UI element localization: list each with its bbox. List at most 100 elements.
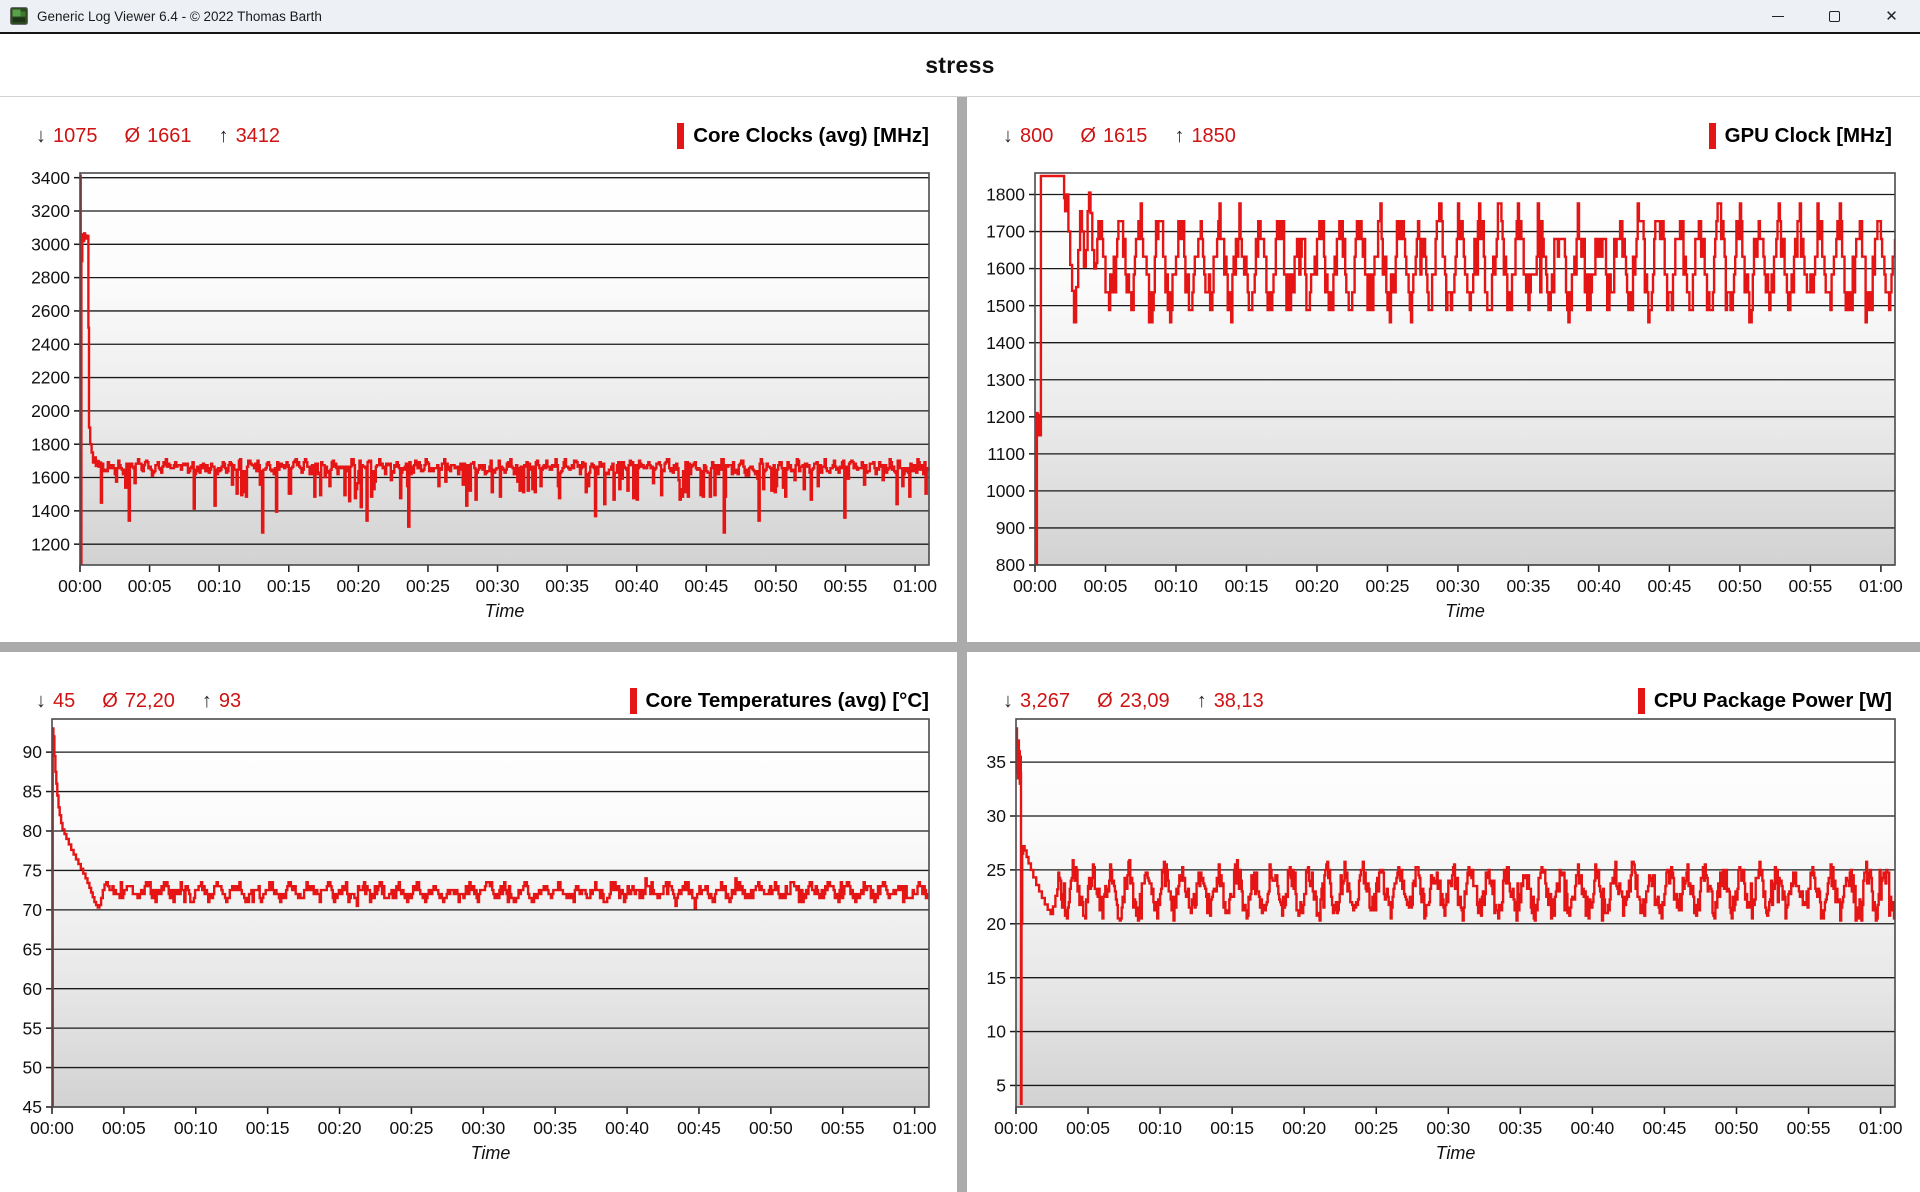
stat-min: ↓ 800 <box>1003 124 1054 147</box>
svg-text:00:00: 00:00 <box>994 1118 1038 1138</box>
svg-text:70: 70 <box>23 900 43 920</box>
svg-text:1400: 1400 <box>986 333 1025 353</box>
log-title: stress <box>925 51 995 78</box>
svg-text:2800: 2800 <box>31 268 70 288</box>
svg-text:20: 20 <box>987 914 1007 934</box>
svg-text:00:50: 00:50 <box>749 1118 793 1138</box>
svg-text:01:00: 01:00 <box>893 1118 937 1138</box>
svg-text:00:05: 00:05 <box>1084 576 1128 596</box>
svg-text:00:35: 00:35 <box>533 1118 577 1138</box>
stat-max: ↑ 38,13 <box>1196 689 1264 712</box>
svg-text:00:30: 00:30 <box>476 576 520 596</box>
svg-text:00:15: 00:15 <box>1210 1118 1254 1138</box>
window-titlebar[interactable]: Generic Log Viewer 6.4 - © 2022 Thomas B… <box>0 0 1920 34</box>
min-arrow-icon: ↓ <box>36 124 46 147</box>
svg-text:1500: 1500 <box>986 296 1025 316</box>
svg-text:00:25: 00:25 <box>1366 576 1410 596</box>
stats-cpu-package-power: ↓ 3,267 Ø 23,09 ↑ 38,13 <box>1003 690 1264 713</box>
minimize-button[interactable] <box>1749 0 1806 32</box>
chart-grid: 3400 3200 3000 2800 2600 2400 2200 2000 1800 1600… <box>0 96 1920 1192</box>
window-controls: ✕ <box>1749 0 1920 32</box>
svg-text:2000: 2000 <box>31 401 70 421</box>
svg-text:00:05: 00:05 <box>1066 1118 1110 1138</box>
svg-text:45: 45 <box>23 1097 42 1117</box>
svg-text:1200: 1200 <box>986 407 1025 427</box>
svg-text:3200: 3200 <box>31 201 70 221</box>
svg-text:00:50: 00:50 <box>1718 576 1762 596</box>
legend-color-bar <box>1637 688 1645 714</box>
svg-text:00:25: 00:25 <box>406 576 450 596</box>
svg-text:50: 50 <box>23 1058 43 1078</box>
svg-text:1800: 1800 <box>31 434 70 454</box>
legend-color-bar <box>677 123 685 149</box>
svg-text:00:25: 00:25 <box>1354 1118 1398 1138</box>
svg-text:00:30: 00:30 <box>1436 576 1480 596</box>
svg-text:85: 85 <box>23 782 42 802</box>
svg-text:00:25: 00:25 <box>390 1118 434 1138</box>
chart-head-cpu-package-power: ↓ 3,267 Ø 23,09 ↑ 38,13 CPU Package Power [… <box>1003 688 1892 714</box>
log-header: stress <box>0 34 1920 96</box>
stat-min: ↓ 3,267 <box>1003 689 1071 712</box>
minimize-icon <box>1771 15 1784 17</box>
svg-text:00:20: 00:20 <box>1282 1118 1326 1138</box>
svg-text:00:40: 00:40 <box>1570 1118 1614 1138</box>
close-icon: ✕ <box>1885 7 1898 25</box>
chart-head-gpu-clock: ↓ 800 Ø 1615 ↑ 1850 GPU Clock [MHz] <box>1003 123 1892 149</box>
svg-text:01:00: 01:00 <box>893 576 937 596</box>
chart-title-cpu-package-power: CPU Package Power [W] <box>1637 688 1892 714</box>
svg-text:1200: 1200 <box>31 534 70 554</box>
svg-text:00:20: 00:20 <box>336 576 380 596</box>
svg-text:00:10: 00:10 <box>1154 576 1198 596</box>
svg-text:30: 30 <box>987 806 1007 826</box>
svg-text:60: 60 <box>23 979 43 999</box>
svg-text:00:45: 00:45 <box>684 576 728 596</box>
plot-gpu-clock[interactable]: 1800 1700 1600 1500 1400 1300 1200 1100 1000 900 8… <box>967 97 1920 642</box>
maximize-icon <box>1829 10 1840 22</box>
svg-text:00:20: 00:20 <box>318 1118 362 1138</box>
svg-text:00:55: 00:55 <box>1787 1118 1831 1138</box>
plot-cpu-package-power[interactable]: 35 30 25 20 15 10 5 00:00 00:05 00:10 00:15 00:20 00… <box>967 652 1920 1192</box>
min-arrow-icon: ↓ <box>1003 689 1013 712</box>
svg-text:00:55: 00:55 <box>821 1118 865 1138</box>
app-icon <box>10 7 28 25</box>
svg-text:00:50: 00:50 <box>754 576 798 596</box>
svg-text:Time: Time <box>1436 1143 1476 1163</box>
chart-head-core-clocks: ↓ 1075 Ø 1661 ↑ 3412 Core Clocks (avg) [MHz… <box>36 123 929 149</box>
svg-text:800: 800 <box>996 555 1025 575</box>
max-arrow-icon: ↑ <box>201 689 212 712</box>
close-button[interactable]: ✕ <box>1863 0 1920 32</box>
avg-icon: Ø <box>1097 689 1113 712</box>
chart-cpu-package-power: 35 30 25 20 15 10 5 00:00 00:05 00:10 00:15 00:20 00… <box>967 652 1920 1192</box>
stat-min: ↓ 1075 <box>36 124 98 147</box>
stat-avg: Ø 1615 <box>1080 124 1148 147</box>
avg-icon: Ø <box>102 689 118 712</box>
svg-text:1600: 1600 <box>986 259 1025 279</box>
svg-text:00:05: 00:05 <box>128 576 172 596</box>
svg-text:00:10: 00:10 <box>197 576 241 596</box>
svg-text:Time: Time <box>1445 601 1485 621</box>
chart-core-clocks: 3400 3200 3000 2800 2600 2400 2200 2000 1800 1600… <box>0 97 957 642</box>
svg-text:00:35: 00:35 <box>1507 576 1551 596</box>
stats-gpu-clock: ↓ 800 Ø 1615 ↑ 1850 <box>1003 125 1236 148</box>
svg-text:00:00: 00:00 <box>58 576 102 596</box>
stat-min: ↓ 45 <box>36 689 76 712</box>
svg-text:3400: 3400 <box>31 168 70 188</box>
svg-text:35: 35 <box>987 752 1006 772</box>
svg-text:5: 5 <box>996 1076 1006 1096</box>
plot-core-clocks[interactable]: 3400 3200 3000 2800 2600 2400 2200 2000 1800 1600… <box>0 97 957 642</box>
svg-text:00:30: 00:30 <box>1426 1118 1470 1138</box>
svg-text:00:40: 00:40 <box>605 1118 649 1138</box>
maximize-button[interactable] <box>1806 0 1863 32</box>
svg-text:10: 10 <box>987 1022 1007 1042</box>
legend-color-bar <box>1708 123 1716 149</box>
stat-avg: Ø 23,09 <box>1097 689 1170 712</box>
svg-text:1700: 1700 <box>986 222 1025 242</box>
svg-text:00:40: 00:40 <box>615 576 659 596</box>
svg-text:00:00: 00:00 <box>1013 576 1057 596</box>
plot-core-temperatures[interactable]: 90 85 80 75 70 65 60 55 50 45 00:00 00:05 00:10 00:15… <box>0 652 957 1192</box>
stat-avg: Ø 72,20 <box>102 689 175 712</box>
legend-color-bar <box>629 688 637 714</box>
svg-text:00:45: 00:45 <box>677 1118 721 1138</box>
stat-max: ↑ 1850 <box>1174 124 1236 147</box>
svg-text:65: 65 <box>23 939 42 959</box>
